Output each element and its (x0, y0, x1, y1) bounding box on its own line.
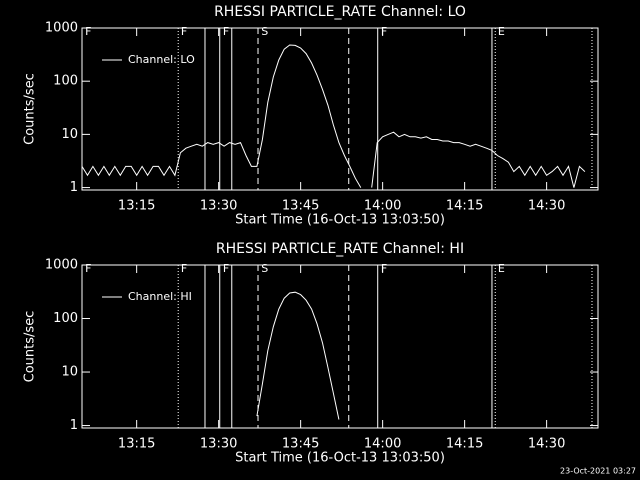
x-tick-label: 13:15 (118, 437, 155, 452)
y-tick-label: 10 (61, 127, 78, 142)
plot-frame (81, 264, 599, 429)
event-flag: E (498, 262, 505, 275)
x-tick-label: 13:45 (282, 437, 319, 452)
x-tick-label: 13:30 (200, 437, 237, 452)
chart-title: RHESSI PARTICLE_RATE Channel: LO (214, 4, 466, 20)
footer: 23-Oct-2021 03:27 (560, 467, 636, 476)
x-tick-label: 13:45 (282, 199, 319, 214)
event-flag: F (181, 262, 187, 275)
event-flag: S (261, 262, 268, 275)
event-flag: S (261, 25, 268, 38)
event-flag: F (85, 25, 91, 38)
plot-frame (81, 27, 599, 191)
y-tick-label: 1000 (45, 21, 78, 36)
event-flag: F (223, 262, 229, 275)
y-axis-title: Counts/sec (23, 311, 38, 383)
x-axis-title: Start Time (16-Oct-13 13:03:50) (235, 451, 445, 466)
y-tick-label: 1 (70, 418, 78, 433)
legend-label: Channel: LO (128, 53, 195, 66)
event-flag: E (498, 25, 505, 38)
y-tick-label: 100 (53, 74, 78, 89)
y-tick-label: 10 (61, 365, 78, 380)
y-axis-title: Counts/sec (23, 73, 38, 145)
x-tick-label: 14:30 (528, 199, 565, 214)
chart-title: RHESSI PARTICLE_RATE Channel: HI (216, 241, 464, 257)
y-tick-label: 100 (53, 311, 78, 326)
data-line (81, 44, 586, 188)
event-flag: F (85, 262, 91, 275)
x-axis-title: Start Time (16-Oct-13 13:03:50) (235, 213, 445, 228)
x-tick-label: 13:30 (200, 199, 237, 214)
data-line (256, 291, 340, 420)
x-tick-label: 14:15 (446, 437, 483, 452)
event-flag: F (381, 25, 387, 38)
x-tick-label: 14:00 (364, 437, 401, 452)
x-tick-label: 14:15 (446, 199, 483, 214)
event-flag: F (181, 25, 187, 38)
x-tick-label: 13:15 (118, 199, 155, 214)
event-flag: F (223, 25, 229, 38)
legend-label: Channel: HI (128, 290, 192, 303)
y-tick-label: 1 (70, 180, 78, 195)
x-tick-label: 14:30 (528, 437, 565, 452)
x-tick-label: 14:00 (364, 199, 401, 214)
event-flag: F (381, 262, 387, 275)
y-tick-label: 1000 (45, 258, 78, 273)
